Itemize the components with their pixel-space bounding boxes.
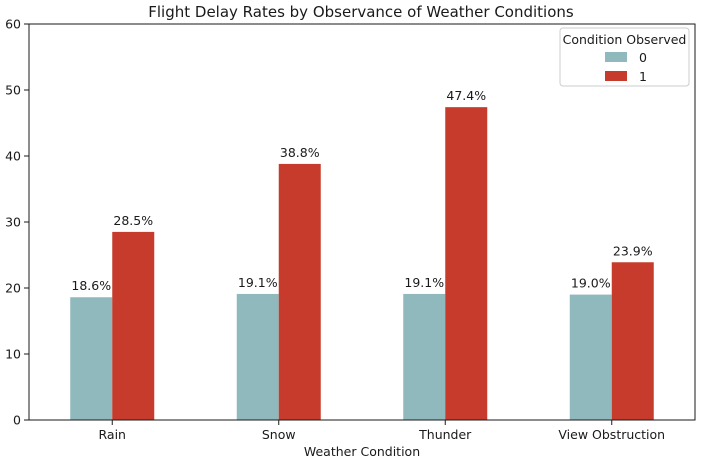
data-label: 18.6% (71, 278, 111, 293)
y-tick-label: 30 (5, 215, 21, 230)
bar-series-0-rain (70, 297, 113, 420)
data-label: 19.1% (238, 275, 278, 290)
data-label: 28.5% (113, 213, 153, 228)
legend: Condition Observed 0 1 (559, 27, 690, 87)
bar-series-0-thunder (403, 293, 446, 420)
bar-series-1-rain (112, 231, 155, 420)
y-axis: 0 10 20 30 40 50 60 (5, 17, 29, 428)
x-tick-label: Rain (99, 427, 126, 442)
data-label: 19.1% (404, 275, 444, 290)
legend-label-0: 0 (639, 50, 647, 65)
bar-series-1-view-obstruction (611, 262, 654, 420)
bars (70, 107, 654, 421)
data-label: 23.9% (613, 243, 653, 258)
x-tick-label: Thunder (418, 427, 472, 442)
legend-swatch-1 (605, 71, 627, 81)
bar-series-1-thunder (445, 107, 488, 420)
legend-swatch-0 (605, 52, 627, 62)
legend-label-1: 1 (639, 69, 647, 84)
x-tick-label: Snow (262, 427, 296, 442)
bar-series-1-snow (278, 163, 321, 421)
y-tick-label: 0 (13, 413, 21, 428)
x-axis: Rain Snow Thunder View Obstruction (99, 420, 665, 442)
y-tick-label: 40 (5, 149, 21, 164)
x-axis-label: Weather Condition (304, 444, 420, 459)
y-tick-label: 10 (5, 347, 21, 362)
y-tick-label: 60 (5, 17, 21, 32)
x-tick-label: View Obstruction (558, 427, 665, 442)
data-label: 47.4% (446, 88, 486, 103)
data-label: 19.0% (571, 276, 611, 291)
y-tick-label: 50 (5, 83, 21, 98)
data-labels: 18.6% 28.5% 19.1% 38.8% 19.1% 47.4% 19.0% 23.9% (71, 88, 652, 293)
plot-frame (28, 23, 696, 421)
data-label: 38.8% (280, 145, 320, 160)
y-tick-label: 20 (5, 281, 21, 296)
chart-title: Flight Delay Rates by Observance of Weat… (148, 3, 574, 21)
bar-series-0-snow (236, 293, 279, 420)
legend-title: Condition Observed (563, 32, 687, 47)
bar-series-0-view-obstruction (569, 294, 612, 420)
